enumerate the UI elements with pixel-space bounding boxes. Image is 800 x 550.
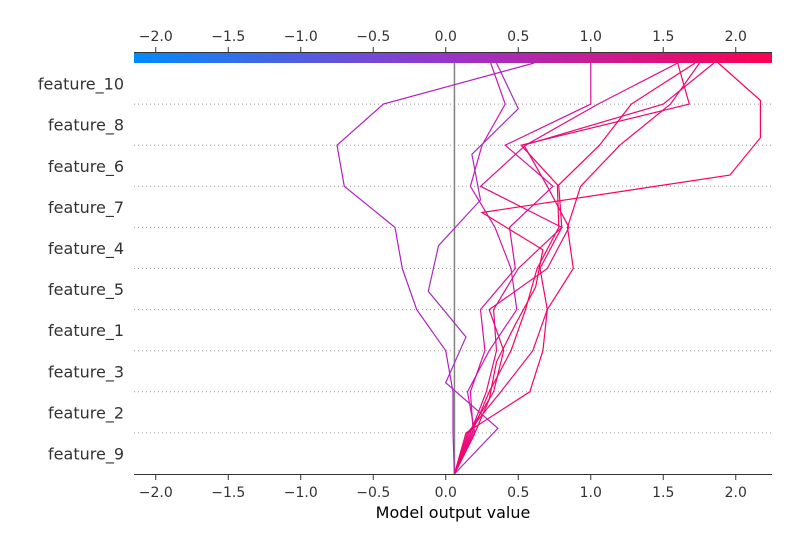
colorbar xyxy=(134,53,772,63)
bottom-tick-label: −1.5 xyxy=(211,485,245,501)
top-axis-ticks: −2.0 −1.5 −1.0 −0.5 0.0 0.5 1.0 1.5 2.0 xyxy=(139,29,747,52)
bottom-tick-label: −0.5 xyxy=(356,485,390,501)
top-tick-label: −0.5 xyxy=(356,29,390,45)
decision-path xyxy=(427,62,520,475)
decision-paths xyxy=(336,62,762,475)
bottom-tick-label: 1.0 xyxy=(580,485,602,501)
feature-label: feature_4 xyxy=(48,239,124,259)
decision-path xyxy=(453,62,715,475)
decision-path xyxy=(453,62,696,475)
grid-lines xyxy=(134,103,772,434)
top-tick-label: 2.0 xyxy=(725,29,747,45)
bottom-tick-label: 2.0 xyxy=(725,485,747,501)
bottom-axis-ticks: −2.0 −1.5 −1.0 −0.5 0.0 0.5 1.0 1.5 2.0 xyxy=(139,475,747,501)
feature-labels: feature_10 feature_8 feature_6 feature_7fea… xyxy=(38,75,124,465)
feature-label: feature_9 xyxy=(48,444,124,464)
bottom-tick-label: 0.5 xyxy=(507,485,529,501)
top-tick-label: 1.0 xyxy=(580,29,602,45)
bottom-tick-label: −2.0 xyxy=(139,485,173,501)
feature-label: feature_7 xyxy=(48,198,124,218)
feature-label: feature_2 xyxy=(48,403,124,423)
top-tick-label: −2.0 xyxy=(139,29,173,45)
bottom-tick-label: 1.5 xyxy=(652,485,674,501)
top-tick-label: 0.5 xyxy=(507,29,529,45)
decision-path xyxy=(453,63,592,475)
decision-path xyxy=(453,62,700,475)
top-tick-label: 0.0 xyxy=(435,29,457,45)
decision-path xyxy=(453,62,691,475)
feature-label: feature_5 xyxy=(48,280,124,300)
feature-label: feature_10 xyxy=(38,75,124,95)
decision-path xyxy=(453,62,518,475)
bottom-tick-label: 0.0 xyxy=(435,485,457,501)
feature-label: feature_1 xyxy=(48,321,124,341)
top-tick-label: −1.5 xyxy=(211,29,245,45)
bottom-tick-label: −1.0 xyxy=(284,485,318,501)
feature-label: feature_8 xyxy=(48,116,124,136)
decision-path xyxy=(453,62,762,475)
feature-label: feature_6 xyxy=(48,157,124,177)
decision-path xyxy=(453,62,678,475)
top-tick-label: −1.0 xyxy=(284,29,318,45)
top-tick-label: 1.5 xyxy=(652,29,674,45)
feature-label: feature_3 xyxy=(48,362,124,382)
decision-path xyxy=(336,62,535,475)
x-axis-label: Model output value xyxy=(376,503,531,522)
